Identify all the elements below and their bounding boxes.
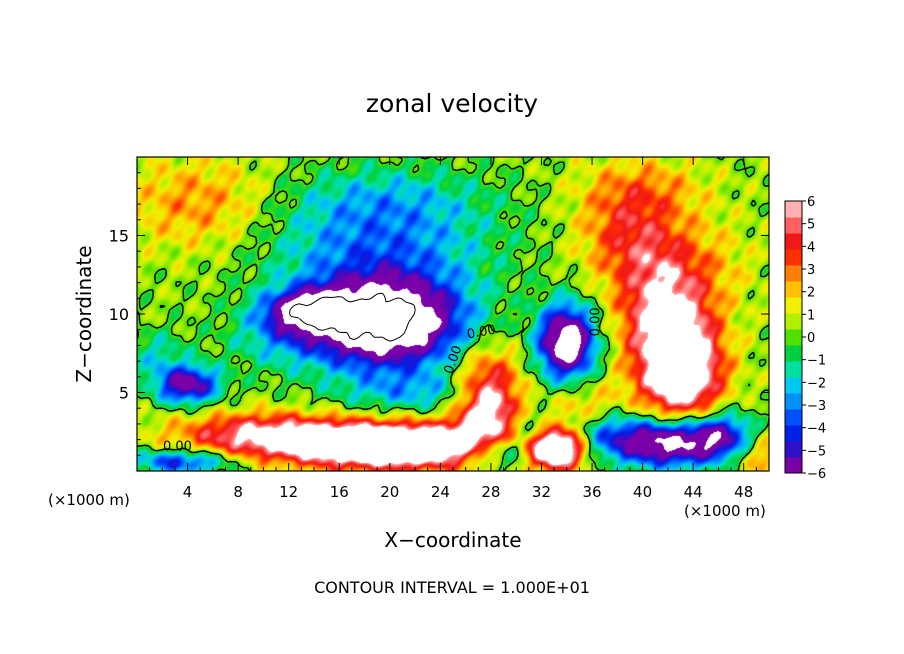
colorbar-tick-label: −2: [807, 376, 826, 391]
chart-title: zonal velocity: [366, 89, 538, 118]
x-axis: 4 8 12 16 20 24 28 32 36 40 44 48: [149, 157, 757, 501]
colorbar-tick-label: −1: [807, 354, 826, 369]
colorbar-swatch: [785, 313, 802, 330]
colorbar-swatch: [785, 457, 802, 474]
y-axis-label: Z−coordinate: [72, 245, 96, 382]
x-tick-label: 36: [582, 483, 601, 501]
x-tick-label: 12: [279, 483, 298, 501]
y-tick-label: 15: [109, 227, 129, 246]
colorbar-tick-label: 4: [807, 240, 815, 255]
x-tick-label: 48: [734, 483, 753, 501]
x-axis-label: X−coordinate: [384, 528, 521, 552]
contour-interval-footer: CONTOUR INTERVAL = 1.000E+01: [314, 578, 590, 597]
colorbar-tick-label: −6: [807, 467, 826, 482]
x-tick-label: 40: [633, 483, 652, 501]
velocity-heatmap: [137, 157, 769, 471]
contour-labels: 0.000.000.000.00: [163, 307, 604, 454]
x-tick-label: 24: [431, 483, 450, 501]
x-tick-label: 28: [481, 483, 500, 501]
colorbar-tick-label: 0: [807, 331, 815, 346]
colorbar-swatch: [785, 441, 802, 458]
colorbar-swatch: [785, 425, 802, 442]
contour-label: 0.00: [589, 307, 604, 336]
colorbar-swatch: [785, 329, 802, 346]
contour-negative: [289, 292, 416, 342]
contour-label: 0.00: [163, 440, 192, 455]
colorbar-swatch: [785, 377, 802, 394]
colorbar-swatch: [785, 361, 802, 378]
colorbar-tick-label: 6: [807, 195, 815, 210]
colorbar-tick-label: −4: [807, 422, 826, 437]
x-tick-label: 20: [380, 483, 399, 501]
colorbar-tick-label: 2: [807, 286, 815, 301]
colorbar-swatch: [785, 409, 802, 426]
colorbar-tick-label: 3: [807, 263, 815, 278]
colorbar-swatch: [785, 297, 802, 314]
colorbar-swatch: [785, 345, 802, 362]
colorbar-tick-label: −5: [807, 444, 826, 459]
x-tick-label: 32: [532, 483, 551, 501]
x-unit-left: (×1000 m): [48, 491, 130, 509]
colorbar-swatch: [785, 265, 802, 282]
y-tick-label: 5: [119, 384, 129, 403]
x-tick-label: 4: [183, 483, 193, 501]
colorbar-tick-label: 5: [807, 218, 815, 233]
colorbar-swatch: [785, 217, 802, 234]
x-unit-right: (×1000 m): [684, 502, 766, 520]
colorbar-swatch: [785, 201, 802, 218]
colorbar-tick-label: 1: [807, 308, 815, 323]
plot-area: 0.000.000.000.00: [136, 156, 770, 472]
contour-lines: [136, 156, 770, 472]
x-tick-label: 44: [684, 483, 703, 501]
colorbar-swatch: [785, 281, 802, 298]
x-tick-label: 8: [233, 483, 243, 501]
colorbar-swatch: [785, 233, 802, 250]
y-tick-label: 10: [109, 305, 129, 324]
colorbar-swatch: [785, 393, 802, 410]
x-tick-label: 16: [330, 483, 349, 501]
colorbar-swatch: [785, 249, 802, 266]
contour-zero: [136, 156, 770, 472]
contour-label: 0.00: [466, 323, 497, 343]
colorbar-tick-label: −3: [807, 399, 826, 414]
y-axis: 5 10 15: [109, 172, 769, 456]
colorbar: 6 5 4 3 2 1 0 −1 −2 −3 −4 −5 −6: [784, 195, 826, 482]
